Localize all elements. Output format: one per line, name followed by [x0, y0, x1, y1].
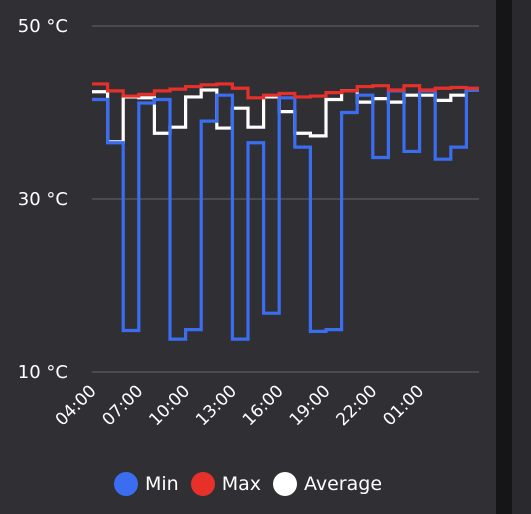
legend-label-average: Average	[303, 473, 383, 495]
y-tick-label: 50 °C	[18, 16, 68, 37]
chart-legend: Min Max Average	[0, 468, 496, 500]
x-tick-label: 07:00	[99, 381, 148, 430]
x-tick-label: 22:00	[333, 381, 382, 430]
side-strip	[512, 0, 531, 514]
legend-swatch-min	[113, 472, 138, 496]
legend-label-max: Max	[221, 473, 261, 495]
y-tick-label: 30 °C	[18, 189, 68, 210]
legend-item-min[interactable]: Min	[113, 472, 179, 496]
x-tick-label: 10:00	[145, 381, 194, 430]
x-tick-label: 16:00	[239, 381, 288, 430]
x-tick-label: 13:00	[192, 381, 241, 430]
x-tick-label: 01:00	[379, 381, 428, 430]
panel-divider	[496, 0, 512, 514]
series-line-min	[92, 88, 479, 341]
legend-label-min: Min	[144, 473, 179, 495]
y-tick-label: 10 °C	[18, 362, 68, 383]
temperature-chart: 10 °C 30 °C 50 °C 04:0007:0010:0013:0016:0…	[18, 16, 479, 430]
x-tick-label: 04:00	[52, 381, 101, 430]
legend-item-average[interactable]: Average	[272, 472, 383, 496]
legend-swatch-max	[190, 472, 215, 496]
x-tick-label: 19:00	[286, 381, 335, 430]
legend-swatch-average	[272, 472, 297, 496]
legend-item-max[interactable]: Max	[190, 472, 261, 496]
series-line-max	[92, 82, 479, 100]
